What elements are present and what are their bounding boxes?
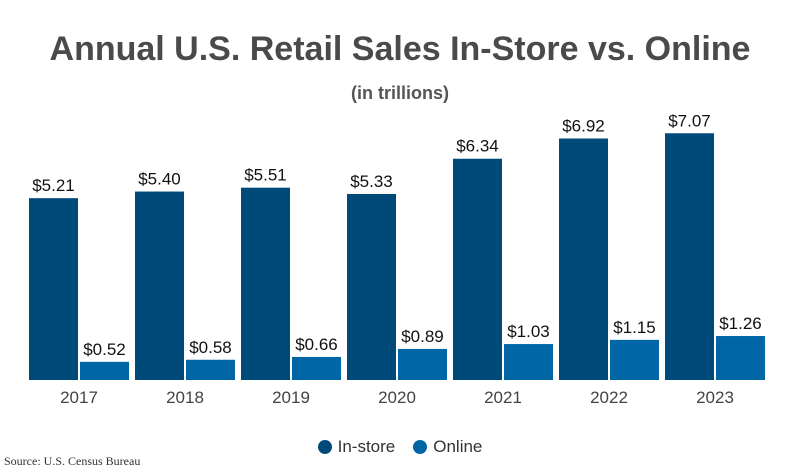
bar-in-store-2020: [347, 193, 396, 380]
bar-online-2021: [504, 344, 553, 380]
bar-online-2019: [292, 356, 341, 380]
data-label-online-2019: $0.66: [295, 335, 338, 354]
bar-in-store-2021: [453, 158, 502, 380]
data-label-online-2022: $1.15: [613, 318, 656, 337]
data-label-in-store-2020: $5.33: [350, 172, 393, 191]
bar-online-2017: [80, 361, 129, 380]
legend-item-in-store: In-store: [317, 437, 396, 457]
data-label-online-2017: $0.52: [83, 340, 126, 359]
x-tick-label-2022: 2022: [590, 388, 628, 407]
legend-label-online: Online: [433, 437, 483, 456]
bar-in-store-2022: [559, 138, 608, 380]
data-label-in-store-2019: $5.51: [244, 166, 287, 185]
x-tick-label-2021: 2021: [484, 388, 522, 407]
data-label-in-store-2021: $6.34: [456, 137, 499, 156]
x-tick-label-2017: 2017: [60, 388, 98, 407]
data-label-in-store-2022: $6.92: [562, 116, 605, 135]
legend-swatch-in-store: [317, 440, 332, 454]
chart-title: Annual U.S. Retail Sales In-Store vs. On…: [49, 30, 751, 68]
x-tick-label-2020: 2020: [378, 388, 416, 407]
source-note: Source: U.S. Census Bureau: [4, 454, 141, 468]
legend-swatch-online: [413, 440, 428, 454]
bar-online-2022: [610, 339, 659, 380]
bar-online-2018: [186, 359, 235, 380]
legend: In-store Online: [0, 437, 800, 457]
bar-online-2023: [716, 336, 765, 380]
data-label-online-2018: $0.58: [189, 338, 232, 357]
chart-subtitle: (in trillions): [351, 83, 449, 103]
x-tick-label-2018: 2018: [166, 388, 204, 407]
data-label-online-2023: $1.26: [719, 314, 762, 333]
legend-label-in-store: In-store: [337, 437, 396, 456]
bar-in-store-2019: [241, 187, 290, 380]
data-label-online-2020: $0.89: [401, 327, 444, 346]
bar-online-2020: [398, 348, 447, 380]
data-label-online-2021: $1.03: [507, 322, 550, 341]
legend-item-online: Online: [413, 437, 482, 457]
bar-in-store-2017: [29, 198, 78, 380]
data-label-in-store-2017: $5.21: [32, 176, 75, 195]
x-tick-label-2023: 2023: [696, 388, 734, 407]
bar-in-store-2018: [135, 191, 184, 380]
data-label-in-store-2023: $7.07: [668, 111, 711, 130]
x-tick-label-2019: 2019: [272, 388, 310, 407]
bar-in-store-2023: [665, 133, 714, 380]
data-label-in-store-2018: $5.40: [138, 170, 181, 189]
